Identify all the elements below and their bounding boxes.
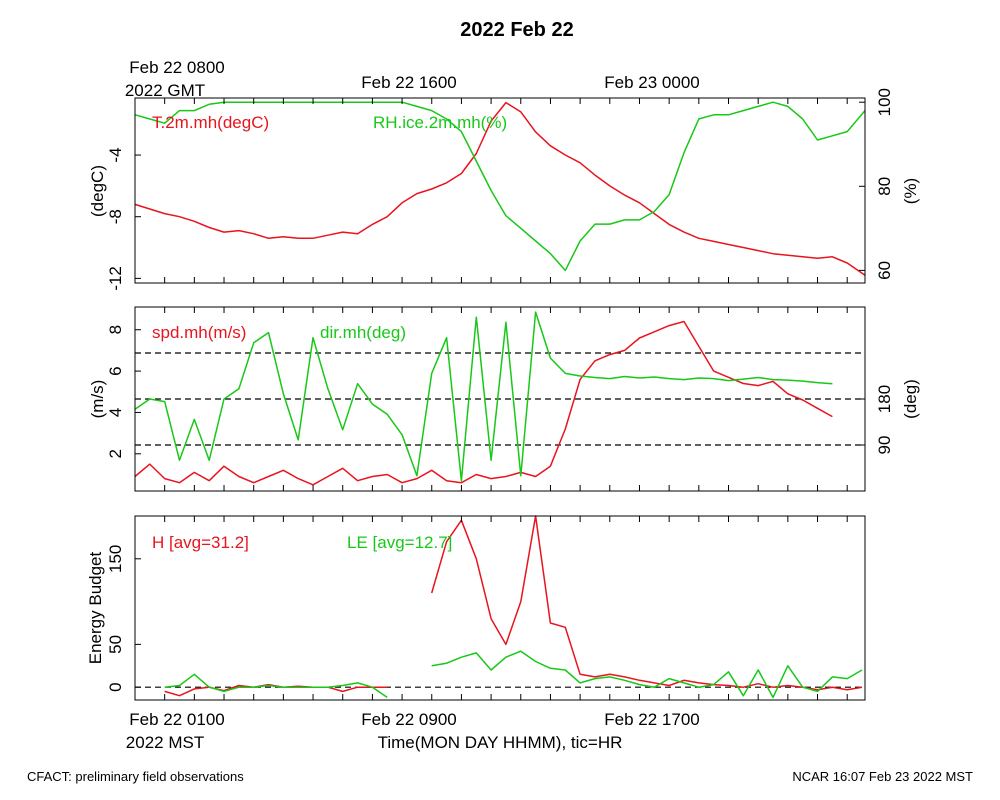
panel2-legend-speed: spd.mh(m/s): [152, 323, 246, 342]
mst-tick-label-2: Feb 22 1700: [604, 710, 699, 729]
panel3-left-ytick-label-1: 50: [106, 635, 125, 654]
panel1-series: [134, 101, 866, 276]
panel2-left-ytick-label-0: 2: [106, 449, 125, 458]
mst-tick-label-1: Feb 22 0900: [361, 710, 456, 729]
panel1-left-ytick-label-0: -12: [106, 266, 125, 291]
figure-title: 2022 Feb 22: [460, 19, 573, 41]
panel1-left-ytick-label-2: -4: [106, 147, 125, 162]
panel1-legend-humidity: RH.ice.2m.mh(%): [373, 113, 507, 132]
panel3-ticks: 0 50 150: [106, 516, 848, 700]
gmt-tick-label-0: Feb 22 0800: [129, 58, 224, 77]
panel2-right-ytick-label-0: 90: [875, 436, 894, 455]
panel3-series-1-line-0: [164, 673, 388, 699]
panel2-left-ytick-label-1: 4: [106, 408, 125, 417]
panel1-right-ytick-label-1: 80: [875, 177, 894, 196]
gmt-zone-label: 2022 GMT: [125, 81, 205, 100]
panel2-left-ytick-label-3: 8: [106, 325, 125, 334]
panel1-right-ylabel: (%): [901, 178, 920, 204]
panel1-series-0-line-0: [134, 101, 866, 276]
panel3-series: [164, 515, 863, 699]
panel1-frame: [134, 97, 866, 284]
panel1-left-ylabel: (degC): [88, 165, 107, 217]
panel3-left-ytick-label-0: 0: [106, 682, 125, 691]
panel1-right-ytick-label-2: 100: [875, 88, 894, 116]
mst-tick-label-0: Feb 22 0100: [129, 710, 224, 729]
panel3-series-1-line-1: [431, 650, 863, 699]
footer-left-note: CFACT: preliminary field observations: [27, 769, 244, 784]
panel2-right-ytick-label-1: 180: [875, 385, 894, 413]
panel1-right-ytick-label-0: 60: [875, 261, 894, 280]
panel1-left-ytick-label-1: -8: [106, 209, 125, 224]
panel2-series-1-line-0: [134, 311, 833, 482]
panel3-legend-latent-heat: LE [avg=12.7]: [347, 533, 452, 552]
panel2-grid: [135, 352, 865, 446]
panel3-frame: [134, 515, 866, 701]
panel2-left-ylabel: (m/s): [88, 380, 107, 419]
time-axis-label: Time(MON DAY HHMM), tic=HR: [378, 733, 623, 752]
panel3-series-0-line-1: [430, 515, 863, 691]
footer-right-note: NCAR 16:07 Feb 23 2022 MST: [792, 769, 973, 784]
panel3-left-ylabel: Energy Budget: [86, 551, 105, 664]
panel2-series-0-line-0: [134, 320, 833, 486]
panel2-series: [134, 311, 833, 486]
panel2-right-ylabel: (deg): [901, 379, 920, 419]
panel1-series-1-line-0: [134, 101, 866, 272]
gmt-tick-label-1: Feb 22 1600: [361, 73, 456, 92]
panel3-left-ytick-label-2: 150: [106, 545, 125, 573]
panel2-legend-direction: dir.mh(deg): [320, 323, 406, 342]
energy-budget-panel: 0 50 150 Energy Budget H [avg=31.2] LE [av…: [86, 515, 866, 701]
wind-panel: 2 4 6 8 90 180 (m/s) (deg) spd.mh(m/s) dir.mh…: [88, 306, 920, 492]
mst-zone-label: 2022 MST: [126, 733, 204, 752]
panel2-ticks: 2 4 6 8 90 180: [106, 307, 894, 491]
panel1-ticks: -12 -8 -4 60 80 100: [106, 88, 894, 291]
gmt-tick-label-2: Feb 23 0000: [604, 73, 699, 92]
panel1-legend-temperature: T.2m.mh(degC): [152, 113, 269, 132]
panel2-left-ytick-label-2: 6: [106, 366, 125, 375]
panel3-legend-sensible-heat: H [avg=31.2]: [152, 533, 249, 552]
